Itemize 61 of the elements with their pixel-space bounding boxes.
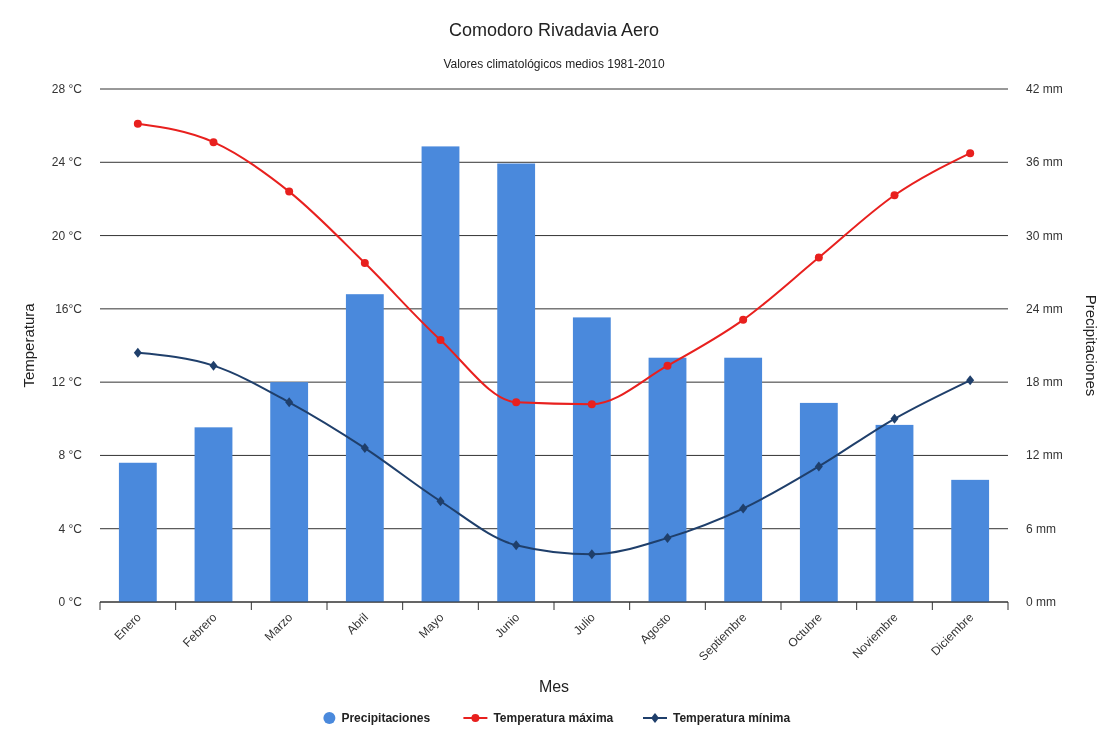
legend-label: Temperatura máxima	[493, 711, 614, 725]
y2-tick-label: 6 mm	[1026, 521, 1056, 536]
bar	[572, 317, 611, 602]
y2-tick-label: 18 mm	[1026, 375, 1063, 390]
bar	[875, 424, 914, 602]
bar	[345, 294, 384, 602]
bar	[648, 357, 687, 602]
bar	[118, 462, 157, 602]
chart-subtitle: Valores climatológicos medios 1981-2010	[443, 57, 665, 71]
y-tick-label: 8 °C	[58, 448, 83, 463]
point	[436, 496, 445, 507]
point	[966, 149, 975, 158]
bar	[799, 402, 838, 602]
y-tick-label: 24 °C	[51, 155, 83, 170]
point	[360, 259, 369, 268]
bar	[270, 382, 309, 602]
point	[739, 503, 748, 514]
point	[814, 461, 823, 472]
point	[890, 191, 899, 200]
point	[360, 443, 369, 454]
bar	[421, 146, 460, 602]
point	[133, 119, 142, 128]
point	[890, 413, 899, 424]
y2-axis-title: Precipitaciones	[1083, 294, 1100, 397]
y2-tick-label: 30 mm	[1026, 228, 1063, 243]
point	[814, 253, 823, 262]
point	[663, 532, 672, 543]
legend-label: Temperatura mínima	[673, 711, 791, 725]
point	[587, 400, 596, 409]
point	[285, 187, 294, 196]
bar	[497, 163, 536, 602]
point	[436, 336, 445, 344]
point	[512, 540, 521, 551]
x-tick-label: Julio	[570, 610, 599, 638]
point	[512, 398, 521, 407]
bar	[951, 479, 990, 602]
point	[285, 397, 294, 408]
y-tick-label: 4 °C	[58, 521, 83, 536]
bar	[724, 357, 763, 602]
bar	[194, 427, 233, 602]
point	[739, 315, 748, 324]
point	[966, 375, 975, 386]
y-tick-label: 12 °C	[51, 375, 83, 390]
y-tick-label: 0 °C	[58, 595, 83, 609]
y2-tick-label: 24 mm	[1026, 301, 1063, 316]
point	[587, 549, 596, 560]
y2-tick-label: 36 mm	[1026, 155, 1063, 170]
y2-tick-label: 12 mm	[1026, 448, 1063, 463]
y-axis-title: Temperatura	[20, 302, 37, 388]
y-tick-label: 20 °C	[51, 228, 83, 243]
point	[209, 360, 218, 371]
y2-tick-label: 42 mm	[1026, 82, 1063, 96]
point	[663, 361, 672, 370]
y-tick-label: 28 °C	[51, 82, 83, 96]
point	[133, 347, 142, 358]
point	[209, 138, 218, 147]
y2-tick-label: 0 mm	[1026, 595, 1056, 609]
y-tick-label: 16°C	[55, 301, 83, 316]
x-axis-title: Mes	[538, 678, 570, 695]
chart-title: Comodoro Rivadavia Aero	[448, 20, 660, 40]
legend-label: Precipitaciones	[341, 711, 431, 725]
